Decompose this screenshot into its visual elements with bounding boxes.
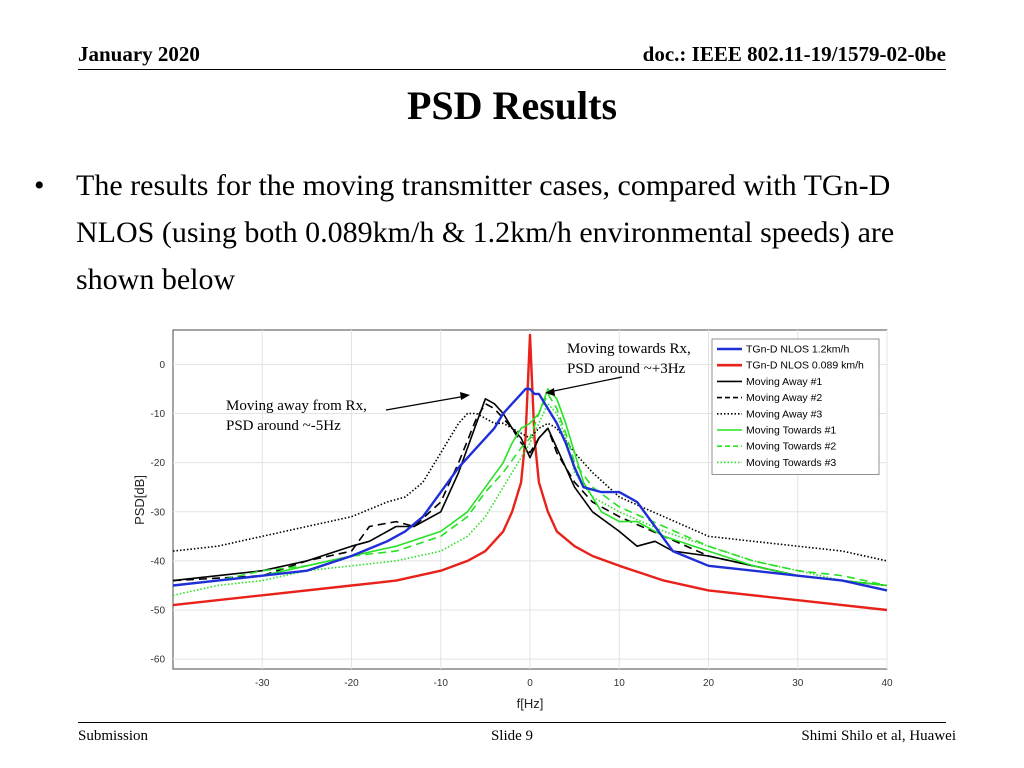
annotation-towards-line1: Moving towards Rx, — [567, 341, 691, 357]
x-tick-label: 30 — [792, 678, 804, 689]
legend-label: Moving Towards #1 — [746, 425, 836, 437]
y-tick-label: -10 — [151, 409, 166, 420]
legend-label: Moving Away #2 — [746, 392, 822, 404]
y-tick-label: 0 — [159, 360, 165, 371]
header-date: January 2020 — [78, 42, 200, 66]
y-tick-label: -30 — [151, 507, 166, 518]
legend-box — [711, 338, 880, 476]
x-tick-label: 0 — [527, 678, 533, 689]
psd-chart: -30 -20 -10 0 10 20 30 40 0 -10 -20 -30 -40 -50 -60 f[… — [132, 329, 893, 711]
annotation-away-arrow — [385, 395, 467, 411]
x-tick-label: 10 — [614, 678, 626, 689]
annotation-towards-arrow — [548, 376, 623, 393]
y-tick-label: -20 — [151, 458, 166, 469]
y-tick-label: -60 — [151, 655, 166, 666]
header-rule — [78, 69, 946, 70]
annotation-towards-line2: PSD around ~+3Hz — [567, 361, 686, 377]
chart-ticks: -30 -20 -10 0 10 20 30 40 0 -10 -20 -30 -40 -50 -60 — [151, 360, 893, 689]
x-tick-label: 40 — [881, 678, 893, 689]
legend-label: Moving Towards #2 — [746, 441, 836, 453]
header-doc-number: doc.: IEEE 802.11-19/1579-02-0be — [642, 42, 946, 66]
series-line — [172, 333, 888, 612]
annotation-towards: Moving towards Rx, PSD around ~+3Hz — [545, 341, 691, 396]
series-line — [172, 402, 888, 587]
series-line — [172, 412, 888, 562]
footer-rule — [78, 722, 946, 723]
footer-slide-number: Slide 9 — [490, 728, 534, 744]
chart-series — [172, 333, 888, 612]
legend-label: TGn-D NLOS 1.2km/h — [746, 344, 849, 356]
y-tick-label: -50 — [151, 606, 166, 617]
x-tick-label: -20 — [344, 678, 359, 689]
x-axis-label: f[Hz] — [517, 696, 544, 711]
bullet-text: The results for the moving transmitter c… — [76, 169, 895, 296]
series-line — [172, 398, 888, 587]
slide-title: PSD Results — [406, 83, 618, 128]
x-tick-label: 20 — [703, 678, 715, 689]
annotation-away-line2: PSD around ~-5Hz — [226, 418, 341, 434]
annotation-towards-arrowhead — [545, 388, 555, 396]
footer-submission: Submission — [78, 728, 149, 744]
x-tick-label: -10 — [434, 678, 449, 689]
y-axis-label: PSD[dB] — [132, 475, 147, 525]
bullet-marker: • — [34, 169, 45, 202]
annotation-away: Moving away from Rx, PSD around ~-5Hz — [226, 392, 470, 434]
legend-label: Moving Away #1 — [746, 376, 822, 388]
legend-label: TGn-D NLOS 0.089 km/h — [746, 360, 864, 372]
footer-authors: Shimi Shilo et al, Huawei — [801, 728, 956, 744]
chart-legend: TGn-D NLOS 1.2km/h TGn-D NLOS 0.089 km/h M… — [711, 338, 880, 476]
annotation-away-line1: Moving away from Rx, — [226, 398, 367, 414]
series-line — [172, 387, 888, 592]
annotation-away-arrowhead — [460, 392, 470, 400]
legend-label: Moving Towards #3 — [746, 457, 836, 469]
legend-label: Moving Away #3 — [746, 408, 822, 420]
y-tick-label: -40 — [151, 556, 166, 567]
x-tick-label: -30 — [255, 678, 270, 689]
series-line — [172, 402, 888, 597]
